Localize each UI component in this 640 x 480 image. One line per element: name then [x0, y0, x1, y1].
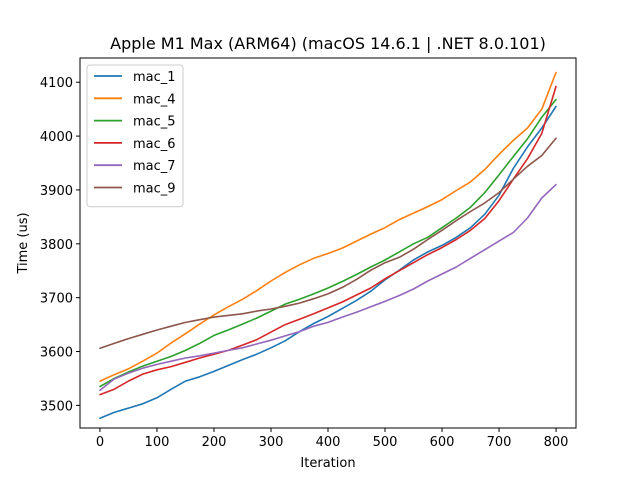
legend-label: mac_7 — [133, 159, 176, 174]
x-tick-label: 600 — [430, 435, 455, 450]
y-tick-label: 3600 — [40, 346, 73, 361]
y-axis-title: Time (us) — [16, 212, 31, 274]
legend-box — [86, 64, 184, 208]
series-line-mac-6 — [99, 85, 557, 396]
x-tick-label: 300 — [259, 435, 284, 450]
legend-label: mac_6 — [133, 137, 176, 152]
y-tick-label: 3900 — [40, 184, 73, 199]
legend-label: mac_4 — [133, 92, 176, 107]
x-tick-label: 400 — [316, 435, 341, 450]
series-line-mac-7 — [99, 183, 557, 392]
x-tick-label: 800 — [544, 435, 569, 450]
series-line-mac-4 — [99, 71, 557, 382]
chart-title: Apple M1 Max (ARM64) (macOS 14.6.1 | .NE… — [110, 34, 546, 53]
y-tick-label: 3500 — [40, 399, 73, 414]
x-tick-label: 200 — [202, 435, 227, 450]
x-tick-label: 100 — [145, 435, 170, 450]
y-tick-label: 4100 — [40, 76, 73, 91]
x-tick-label: 700 — [487, 435, 512, 450]
y-tick-label: 4000 — [40, 130, 73, 145]
legend-label: mac_5 — [133, 115, 176, 130]
legend-label: mac_1 — [133, 70, 176, 85]
y-tick-label: 3800 — [40, 238, 73, 253]
series-line-mac-5 — [99, 98, 557, 388]
series-line-mac-9 — [99, 137, 557, 350]
series-line-mac-1 — [99, 105, 557, 420]
legend: mac_1 mac_4 mac_5 mac_6 mac_7 mac_9 — [86, 64, 184, 208]
plot-area — [99, 71, 557, 420]
x-tick-label: 500 — [373, 435, 398, 450]
y-axis: 3500 3600 3700 3800 3900 4000 4100 — [40, 76, 80, 414]
x-axis: 0 100 200 300 400 500 600 700 800 — [96, 428, 569, 450]
x-axis-title: Iteration — [300, 456, 355, 471]
plot-frame — [79, 57, 577, 429]
legend-label: mac_9 — [133, 182, 176, 197]
x-tick-label: 0 — [96, 435, 104, 450]
y-tick-label: 3700 — [40, 292, 73, 307]
